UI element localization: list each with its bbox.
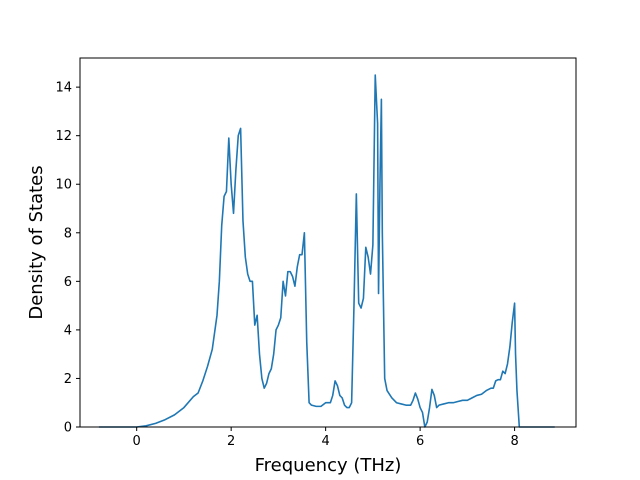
x-axis-label: Frequency (THz) [255, 455, 402, 476]
y-tick-label: 14 [55, 81, 72, 96]
y-tick-label: 10 [55, 178, 72, 193]
y-tick-label: 0 [64, 421, 72, 436]
x-tick-label: 8 [510, 434, 518, 449]
x-tick-label: 2 [227, 434, 235, 449]
y-tick-label: 6 [64, 275, 72, 290]
x-axis-ticks: 0 2 4 6 8 [133, 427, 519, 449]
x-tick-label: 4 [321, 434, 329, 449]
y-tick-label: 4 [64, 323, 72, 338]
plot-area [98, 74, 555, 428]
y-axis-ticks: 0 2 4 6 8 10 12 14 [55, 81, 80, 436]
x-tick-label: 0 [133, 434, 141, 449]
x-tick-label: 6 [416, 434, 424, 449]
y-tick-label: 12 [55, 129, 72, 144]
axes-frame [79, 57, 577, 428]
y-tick-label: 2 [64, 372, 72, 387]
y-tick-label: 8 [64, 226, 72, 241]
y-axis-label: Density of States [26, 165, 47, 319]
dos-series-line-0 [98, 74, 555, 428]
